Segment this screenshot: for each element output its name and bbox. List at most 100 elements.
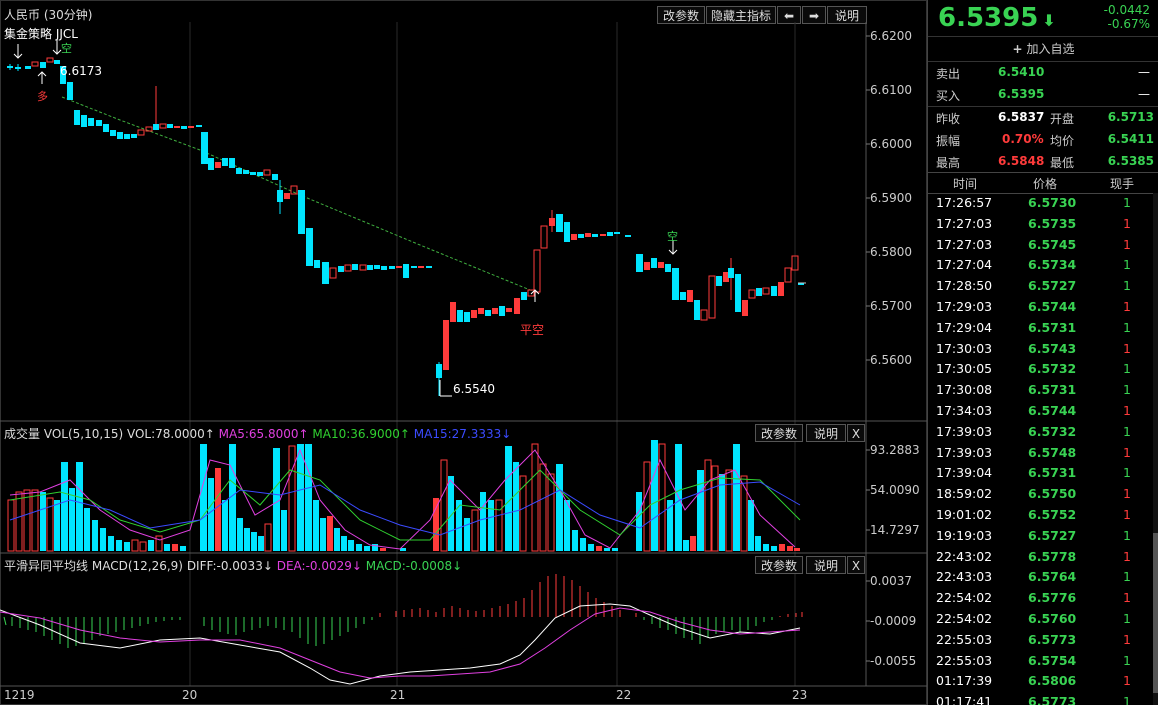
tick-time: 17:27:03 [936,215,993,231]
tick-row: 17:27:04 6.5734 1 [928,255,1152,276]
tick-price: 6.5731 [1028,382,1077,398]
symbol-title: 人民币 (30分钟) [4,8,93,22]
macd-edit-params-button[interactable]: 改参数 [755,556,803,574]
scrollbar-thumb[interactable] [1153,533,1158,693]
x-tick: 23 [792,688,808,702]
volume-tick: 54.0090 [870,483,920,497]
tick-price: 6.5731 [1028,465,1077,481]
tick-price: 6.5743 [1028,340,1077,356]
tick-price: 6.5727 [1028,527,1077,543]
ticks-header: 时间 价格 现手 [928,172,1158,194]
tick-price: 6.5748 [1028,444,1077,460]
volume-title: 成交量 VOL(5,10,15) VOL:78.0000↑ MA5:65.800… [4,425,511,442]
tick-row: 17:29:03 6.5744 1 [928,297,1152,318]
add-watchlist-button[interactable]: + 加入自选 [928,36,1158,62]
buy-price: 6.5395 [998,87,1045,101]
low-value: 6.5385 [1107,154,1154,168]
tick-price: 6.5778 [1028,548,1077,564]
volume-tick: 14.7297 [870,523,920,537]
tick-qty: 1 [1123,611,1131,626]
tick-time: 22:54:02 [936,611,993,626]
help-button[interactable]: 说明 [827,6,867,24]
tick-price: 6.5754 [1028,652,1077,668]
avg-value: 6.5411 [1107,132,1154,146]
tick-time: 22:55:03 [936,652,993,668]
tick-price: 6.5764 [1028,569,1077,585]
hide-main-indicator-button[interactable]: 隐藏主指标 [706,6,776,24]
tick-time: 17:34:03 [936,403,993,418]
tick-row: 17:28:50 6.5727 1 [928,276,1152,297]
tick-qty: 1 [1123,694,1131,705]
price-tick: 6.6000 [870,137,912,151]
macd-params: MACD(12,26,9) [91,559,183,573]
chart-canvas [0,22,927,687]
tick-price: 6.5760 [1028,611,1077,626]
tick-qty: 1 [1123,569,1131,585]
ticks-scrollbar[interactable] [1153,193,1158,705]
tick-time: 17:29:03 [936,299,993,314]
tick-qty: 1 [1123,215,1131,231]
macd-help-button[interactable]: 说明 [806,556,846,574]
ticks-list[interactable]: 17:26:57 6.5730 1 17:27:03 6.5735 1 17:27:03 6.… [928,193,1152,705]
signal-short2-label: 空 [667,230,678,243]
macd-title: 平滑异同平均线 MACD(12,26,9) DIFF:-0.0033↓ DEA:… [4,557,462,574]
vol-ma15-line [9,481,801,536]
signal-close-short-label: 平空 [520,323,545,337]
price-tick: 6.6200 [870,29,912,43]
down-arrow-icon: ⬇ [1042,11,1056,30]
ticks-header-price: 价格 [1033,177,1058,191]
high-price-label: 6.6173 [60,64,102,78]
tick-time: 17:27:04 [936,257,993,273]
price-tick: 6.5900 [870,191,912,205]
tick-qty: 1 [1123,548,1131,564]
tick-qty: 1 [1123,652,1131,668]
tick-row: 22:54:02 6.5760 1 [928,609,1152,630]
tick-time: 01:17:39 [936,673,993,689]
price-change-pct: -0.67% [1107,17,1150,31]
tick-qty: 1 [1123,465,1131,481]
tick-qty: 1 [1123,631,1131,647]
tick-price: 6.5752 [1028,507,1077,522]
tick-qty: 1 [1123,319,1131,335]
scroll-left-button[interactable]: ⬅ [777,6,801,24]
volume-edit-params-button[interactable]: 改参数 [755,424,803,442]
tick-time: 17:27:03 [936,236,993,252]
tick-price: 6.5806 [1028,673,1077,689]
tick-row: 17:34:03 6.5744 1 [928,401,1152,422]
macd-bars [3,574,803,648]
macd-close-button[interactable]: X [847,556,865,574]
price-tick: 6.5700 [870,299,912,313]
buy-label: 买入 [936,89,961,103]
tick-row: 19:19:03 6.5727 1 [928,526,1152,547]
volume-help-button[interactable]: 说明 [806,424,846,442]
tick-qty: 1 [1123,278,1131,294]
tick-row: 17:39:03 6.5748 1 [928,443,1152,464]
edit-params-button[interactable]: 改参数 [657,6,705,24]
tick-qty: 1 [1123,590,1131,606]
macd-tick: -0.0009 [870,614,917,628]
open-label: 开盘 [1050,112,1075,126]
amplitude-label: 振幅 [936,134,961,148]
signal-short-label: 空 [61,42,72,55]
tick-qty: 1 [1123,673,1131,689]
ticks-header-qty: 现手 [1110,177,1135,191]
tick-price: 6.5732 [1028,423,1077,439]
tick-row: 17:39:03 6.5732 1 [928,422,1152,443]
tick-time: 17:30:05 [936,361,993,377]
last-price: 6.5395 ⬇ [938,3,1056,33]
scroll-right-button[interactable]: ➡ [802,6,826,24]
volume-params: VOL(5,10,15) [43,427,124,441]
ticks-header-time: 时间 [953,177,978,191]
tick-qty: 1 [1123,195,1131,210]
volume-tick: 93.2883 [870,443,920,457]
tick-row: 19:01:02 6.5752 1 [928,505,1152,526]
tick-qty: 1 [1123,486,1131,502]
volume-close-button[interactable]: X [847,424,865,442]
tick-price: 6.5734 [1028,257,1077,273]
tick-row: 17:29:04 6.5731 1 [928,318,1152,339]
sell-price: 6.5410 [998,65,1045,79]
prev-close-label: 昨收 [936,112,961,126]
sell-qty: — [1138,65,1150,79]
tick-price: 6.5745 [1028,236,1077,252]
tick-time: 17:39:03 [936,423,993,439]
